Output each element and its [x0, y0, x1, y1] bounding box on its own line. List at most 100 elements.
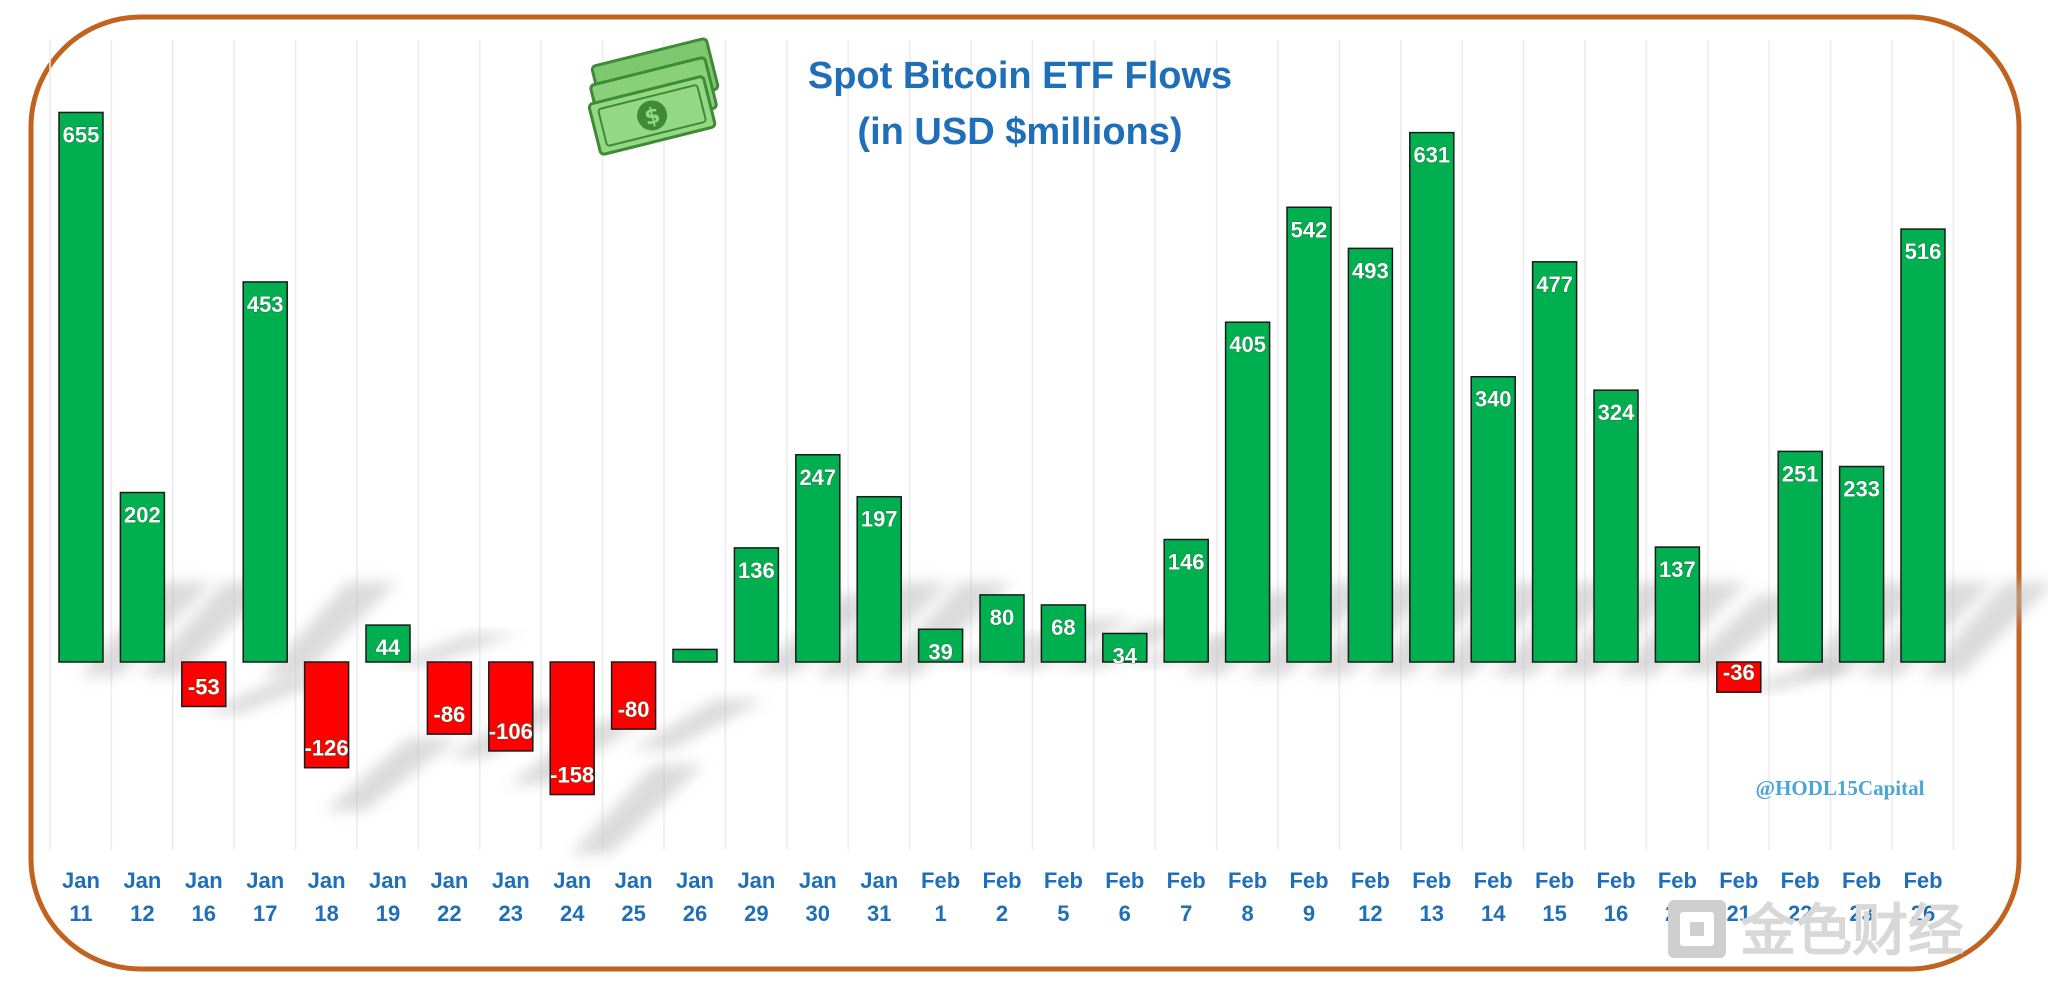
- data-label: 631: [1413, 143, 1450, 168]
- data-label: 34: [1113, 643, 1138, 668]
- svg-text:$: $: [642, 103, 663, 131]
- tick-label-day: 7: [1180, 901, 1192, 926]
- tick-label-day: 12: [1358, 901, 1382, 926]
- tick-label-day: 23: [499, 901, 523, 926]
- tick-label-day: 22: [437, 901, 461, 926]
- tick-label-month: Feb: [1658, 868, 1697, 893]
- bar: [1900, 228, 1946, 663]
- tick-label-month: Feb: [1535, 868, 1574, 893]
- data-label: -36: [1723, 660, 1755, 685]
- tick-label-day: 22: [1788, 901, 1812, 926]
- tick-label-month: Feb: [1596, 868, 1635, 893]
- tick-label-month: Feb: [1228, 868, 1267, 893]
- data-label: 202: [124, 503, 161, 528]
- bar-shadow: [201, 676, 336, 714]
- data-label: -80: [618, 697, 650, 722]
- data-label: -158: [550, 763, 594, 788]
- data-label: -53: [188, 674, 220, 699]
- source-handle: @HODL15Capital: [1756, 776, 1925, 800]
- tick-label-day: 9: [1303, 901, 1315, 926]
- tick-label-day: 29: [744, 901, 768, 926]
- tick-label-day: 16: [1604, 901, 1628, 926]
- tick-label-month: Feb: [1903, 868, 1942, 893]
- data-label: 340: [1475, 387, 1512, 412]
- data-label: 80: [990, 605, 1014, 630]
- bar-shadow: [263, 582, 398, 676]
- tick-label-day: 2: [996, 901, 1008, 926]
- tick-label-month: Jan: [185, 868, 223, 893]
- tick-label-month: Feb: [1167, 868, 1206, 893]
- bar: [488, 661, 534, 752]
- bar-shadow: [631, 699, 766, 750]
- data-label: 137: [1659, 557, 1696, 582]
- tick-label-month: Feb: [1105, 868, 1144, 893]
- tick-label-day: 13: [1420, 901, 1444, 926]
- tick-label-month: Feb: [1842, 868, 1881, 893]
- bar-shadow: [386, 633, 520, 666]
- bar: [672, 648, 718, 663]
- tick-label-month: Feb: [1044, 868, 1083, 893]
- bar: [917, 628, 964, 663]
- tick-label-month: Jan: [492, 868, 530, 893]
- bar: [1470, 375, 1516, 663]
- chart-frame: [28, 14, 2022, 972]
- tick-label-month: Jan: [676, 868, 714, 893]
- watermark-text: 金色财经: [1739, 899, 1964, 964]
- bar: [58, 111, 104, 663]
- gridlines: [49, 40, 1955, 850]
- tick-label-day: 12: [130, 901, 154, 926]
- data-label: 68: [1051, 615, 1075, 640]
- tick-label-day: 15: [1542, 901, 1566, 926]
- data-label: 39: [928, 639, 952, 664]
- bar: [1409, 131, 1455, 663]
- tick-label-day: 25: [621, 901, 645, 926]
- bar: [733, 547, 780, 663]
- money-icon: $: [587, 37, 720, 156]
- tick-label-month: Jan: [369, 868, 407, 893]
- tick-label-month: Jan: [123, 868, 161, 893]
- data-label: 542: [1291, 217, 1328, 242]
- data-label: 405: [1229, 332, 1266, 357]
- data-label: -106: [489, 719, 533, 744]
- data-label: 453: [247, 292, 284, 317]
- tick-label-month: Jan: [553, 868, 591, 893]
- bar: [242, 281, 288, 663]
- data-label: 197: [861, 507, 898, 532]
- bar: [1040, 604, 1087, 663]
- tick-label-day: 17: [253, 901, 277, 926]
- data-label: 136: [738, 558, 775, 583]
- chart-title: Spot Bitcoin ETF Flows: [808, 55, 1232, 97]
- tick-label-day: 19: [376, 901, 400, 926]
- data-label: 146: [1168, 550, 1205, 575]
- bar: [1593, 389, 1639, 663]
- tick-label-month: Feb: [982, 868, 1021, 893]
- data-label: 324: [1598, 400, 1635, 425]
- bar: [1347, 247, 1394, 663]
- bar-shadow: [570, 764, 705, 855]
- bar: [1286, 206, 1332, 663]
- bar: [181, 661, 227, 708]
- tick-label-month: Jan: [62, 868, 100, 893]
- tick-label-month: Feb: [1719, 868, 1758, 893]
- bar: [795, 454, 841, 663]
- bar: [1102, 632, 1148, 663]
- tick-label-day: 11: [69, 901, 92, 926]
- tick-label-day: 8: [1241, 901, 1253, 926]
- bar: [303, 661, 350, 769]
- tick-label-month: Feb: [1781, 868, 1820, 893]
- bar-shadow: [324, 737, 459, 812]
- bar-shadow: [140, 582, 275, 676]
- bar: [1777, 450, 1823, 663]
- tick-label-day: 24: [560, 901, 585, 926]
- tick-label-day: 1: [934, 901, 946, 926]
- data-label: 247: [799, 465, 836, 490]
- tick-label-month: Jan: [246, 868, 284, 893]
- bar: [1224, 321, 1271, 663]
- chart-subtitle: (in USD $millions): [857, 111, 1182, 153]
- tick-label-day: 16: [192, 901, 216, 926]
- watermark-logo-icon: [1668, 900, 1726, 958]
- tick-label-day: 30: [806, 901, 830, 926]
- bar: [426, 661, 473, 735]
- tick-label-day: 6: [1119, 901, 1131, 926]
